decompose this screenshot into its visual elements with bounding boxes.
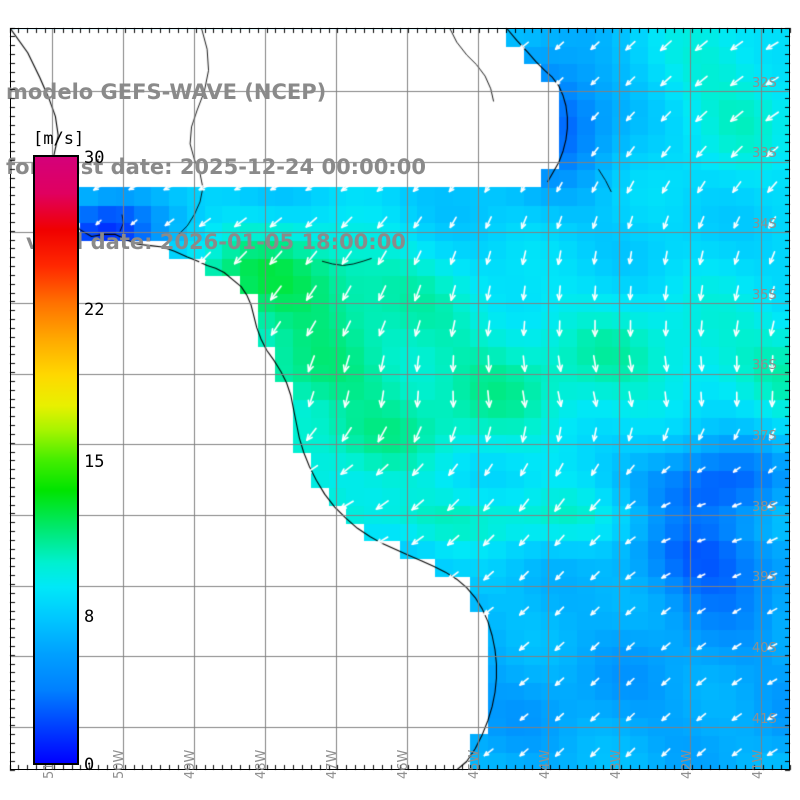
colorbar (33, 155, 79, 765)
lon-label-41W: 41W (750, 749, 766, 779)
lat-label-32S: 32S (752, 75, 777, 91)
lat-label-33S: 33S (752, 146, 777, 162)
lat-label-34S: 34S (752, 216, 777, 232)
lat-label-39S: 39S (752, 570, 777, 586)
lat-label-37S: 37S (752, 428, 777, 444)
model-name: modelo GEFS-WAVE (NCEP) (6, 80, 327, 104)
colorbar-unit-label: [m/s] (33, 129, 85, 149)
lon-label-44W: 44W (537, 749, 553, 779)
lon-label-47W: 47W (325, 749, 341, 779)
lon-label-50W: 50W (112, 749, 128, 779)
lon-label-48W: 48W (254, 749, 270, 779)
lon-label-49W: 49W (183, 749, 199, 779)
lon-label-43W: 43W (608, 749, 624, 779)
colorbar-tick-15: 15 (84, 452, 105, 472)
colorbar-tick-0: 0 (84, 755, 95, 775)
lat-label-38S: 38S (752, 499, 777, 515)
lon-label-42W: 42W (679, 749, 695, 779)
colorbar-tick-30: 30 (84, 148, 105, 168)
lon-label-45W: 45W (467, 749, 482, 779)
colorbar-tick-22: 22 (84, 300, 105, 320)
lat-label-40S: 40S (752, 640, 777, 656)
lat-label-36S: 36S (752, 358, 777, 374)
colorbar-tick-8: 8 (84, 607, 95, 627)
lat-label-35S: 35S (752, 287, 777, 303)
lon-label-46W: 46W (396, 749, 412, 779)
colorbar-gradient (33, 155, 79, 765)
lat-label-41S: 41S (752, 711, 777, 727)
